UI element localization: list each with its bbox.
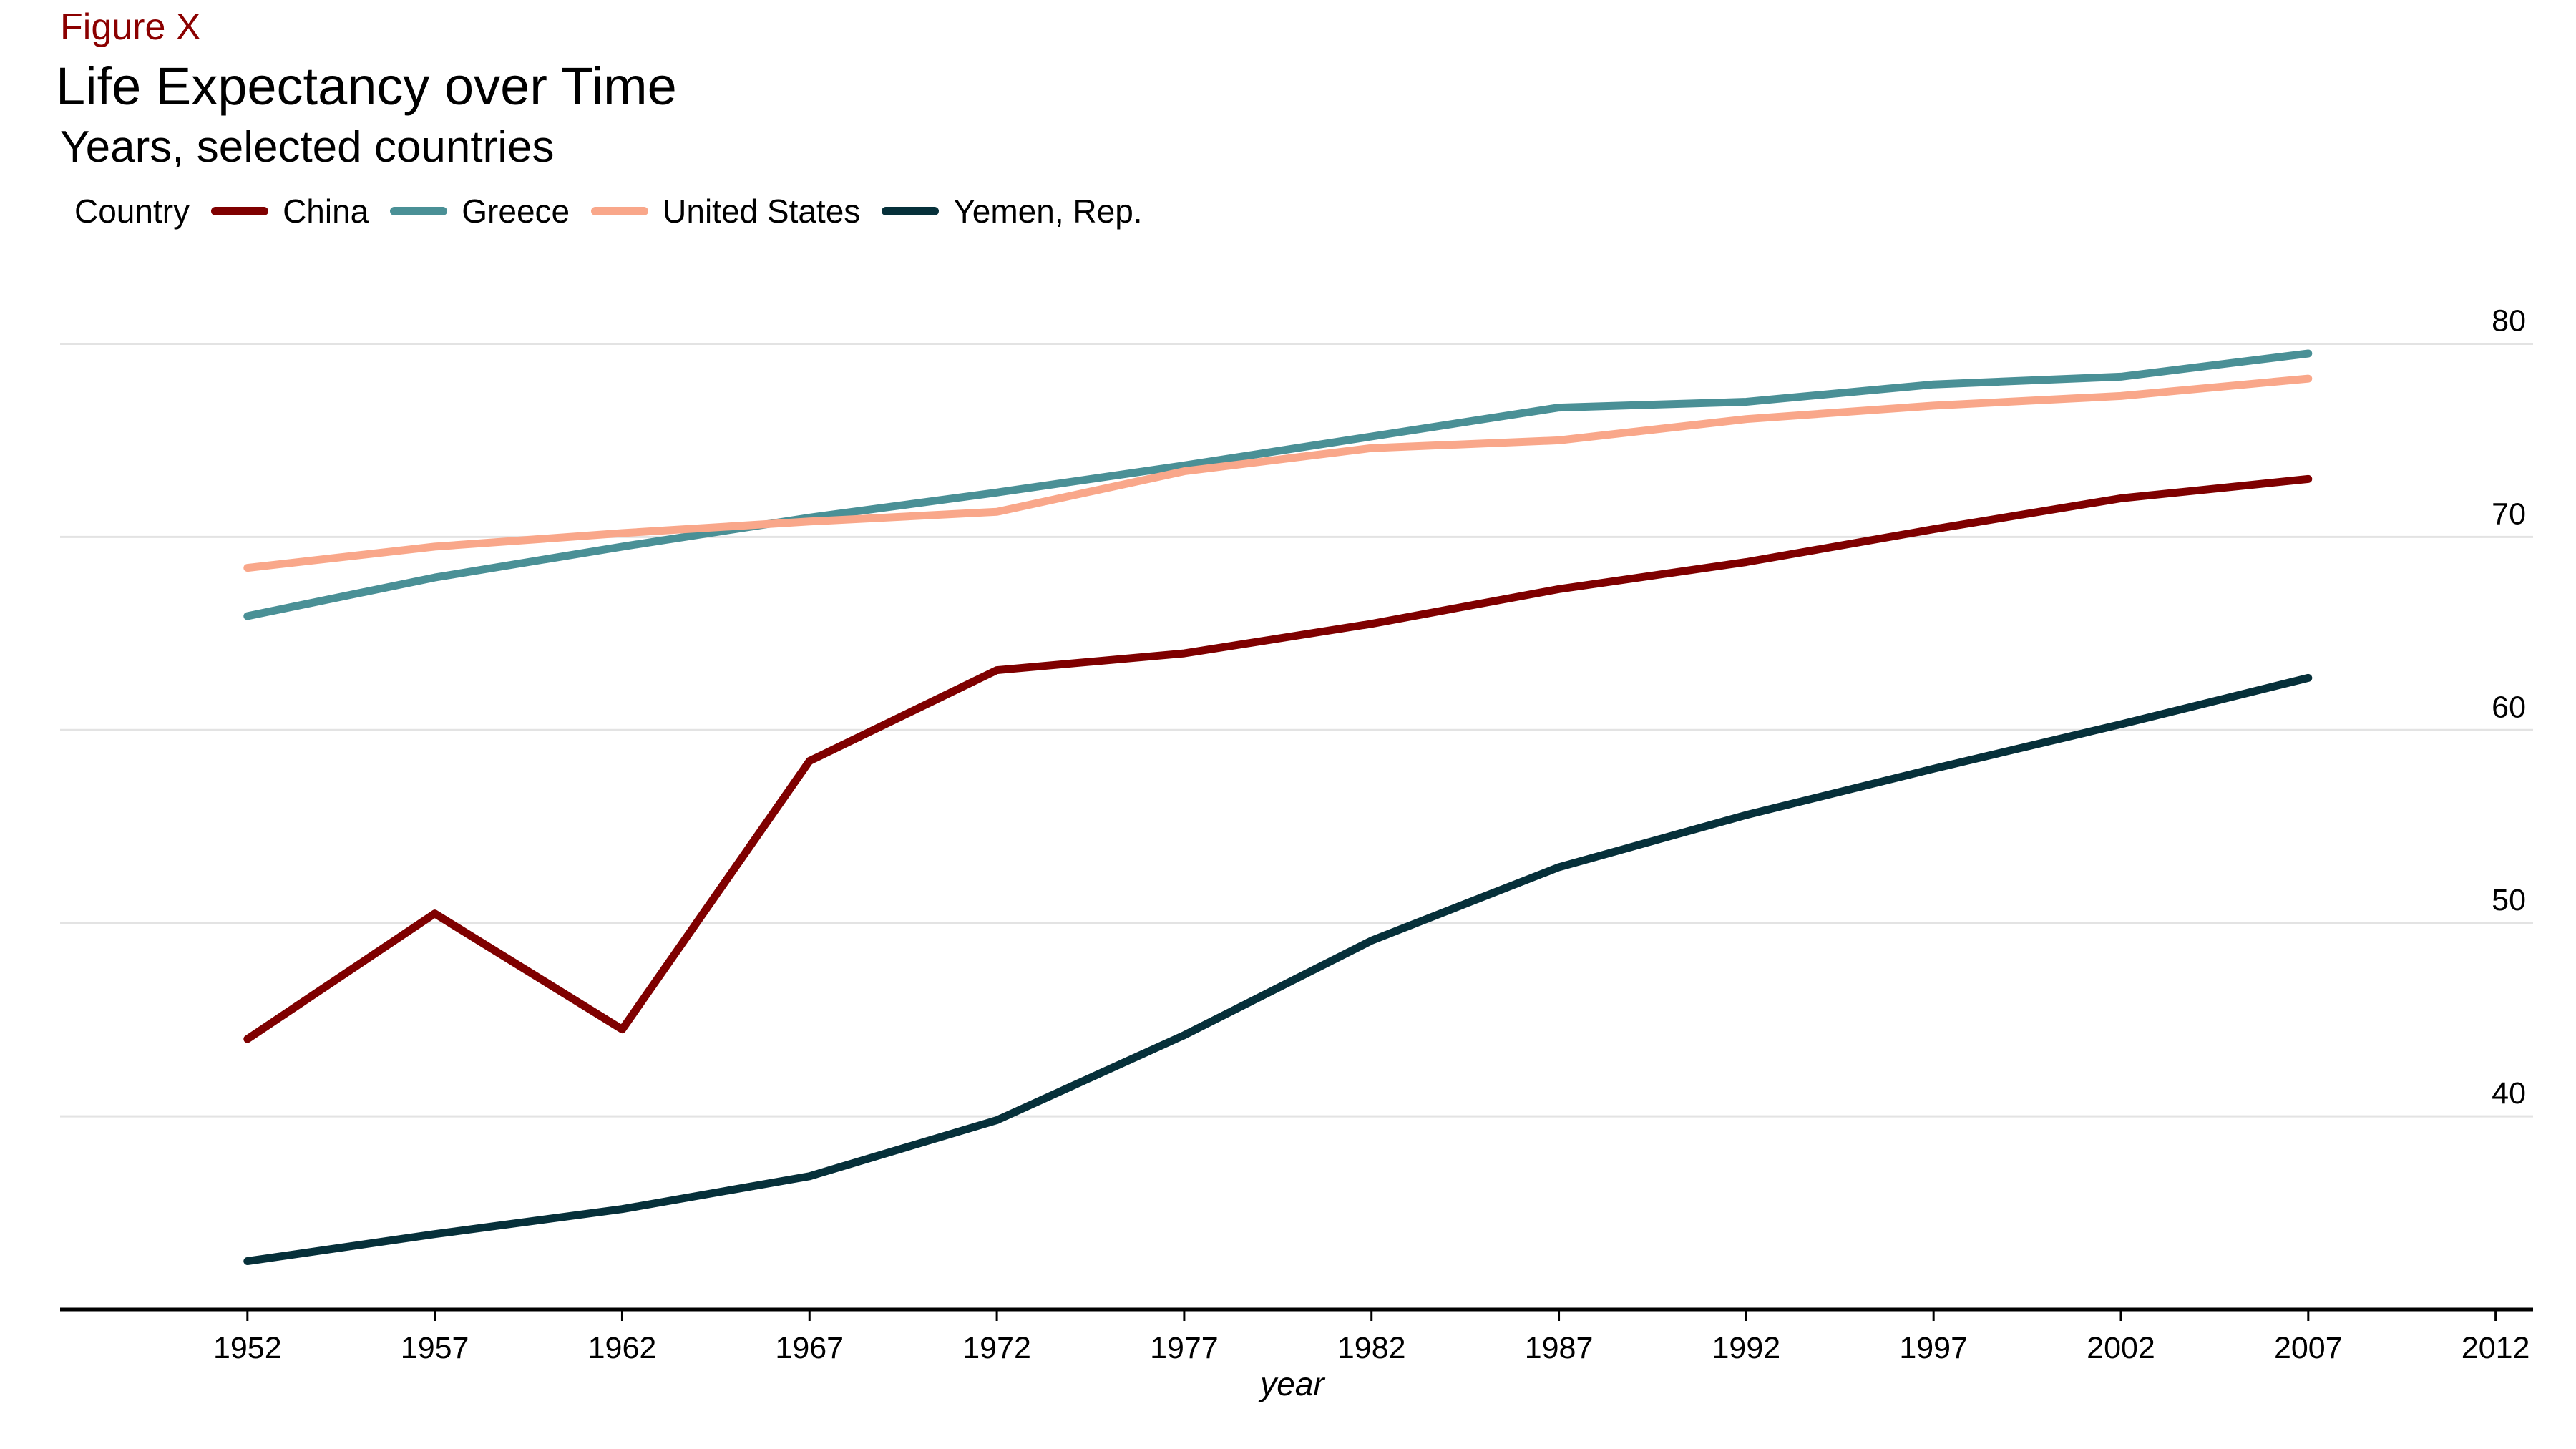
- legend-swatch-china: [211, 207, 269, 215]
- x-tick-label: 1992: [1712, 1331, 1781, 1365]
- legend-swatch-greece: [390, 207, 448, 215]
- y-tick-label: 70: [2492, 497, 2526, 531]
- legend-item-greece: Greece: [390, 192, 570, 230]
- y-tick-label: 80: [2492, 303, 2526, 338]
- y-tick-label: 40: [2492, 1076, 2526, 1111]
- legend-item-yemen: Yemen, Rep.: [882, 192, 1143, 230]
- x-tick-label: 1967: [775, 1331, 844, 1365]
- legend-label-united-states: United States: [663, 192, 861, 230]
- legend-label-yemen: Yemen, Rep.: [953, 192, 1143, 230]
- y-axis-ticks: 40 50 60 70 80: [2492, 303, 2526, 1111]
- legend-swatch-yemen: [882, 207, 940, 215]
- legend-label-greece: Greece: [462, 192, 570, 230]
- series-line-united-states: [243, 374, 2313, 572]
- x-tick-label: 1972: [962, 1331, 1031, 1365]
- legend-title: Country: [74, 192, 190, 230]
- x-tick-label: 1987: [1525, 1331, 1594, 1365]
- x-tick-label: 2012: [2462, 1331, 2530, 1365]
- legend-item-china: China: [211, 192, 369, 230]
- x-axis: 1952 1957 1962 1967 1972 1977 1982 1987 1992 1997…: [60, 1307, 2533, 1365]
- y-tick-label: 60: [2492, 690, 2526, 724]
- x-tick-label: 2002: [2087, 1331, 2155, 1365]
- x-tick-label: 1977: [1150, 1331, 1219, 1365]
- x-tick-label: 1982: [1337, 1331, 1406, 1365]
- series-line-yemen: [243, 673, 2313, 1265]
- legend-swatch-united-states: [591, 207, 649, 215]
- chart-title: Life Expectancy over Time: [56, 57, 677, 116]
- series-lines: [243, 349, 2313, 1265]
- figure-label: Figure X: [60, 6, 201, 48]
- legend: Country China Greece United States Yemen…: [74, 192, 1164, 230]
- legend-label-china: China: [283, 192, 369, 230]
- x-axis-title: year: [1258, 1365, 1325, 1402]
- series-line-china: [243, 474, 2313, 1043]
- x-tick-label: 1957: [401, 1331, 469, 1365]
- gridlines: [60, 342, 2533, 1118]
- x-tick-label: 2007: [2274, 1331, 2343, 1365]
- chart-subtitle: Years, selected countries: [60, 122, 555, 172]
- legend-item-united-states: United States: [591, 192, 860, 230]
- x-tick-label: 1952: [213, 1331, 282, 1365]
- x-tick-label: 1962: [588, 1331, 657, 1365]
- x-tick-label: 1997: [1899, 1331, 1968, 1365]
- series-line-greece: [243, 349, 2313, 620]
- y-tick-label: 50: [2492, 883, 2526, 917]
